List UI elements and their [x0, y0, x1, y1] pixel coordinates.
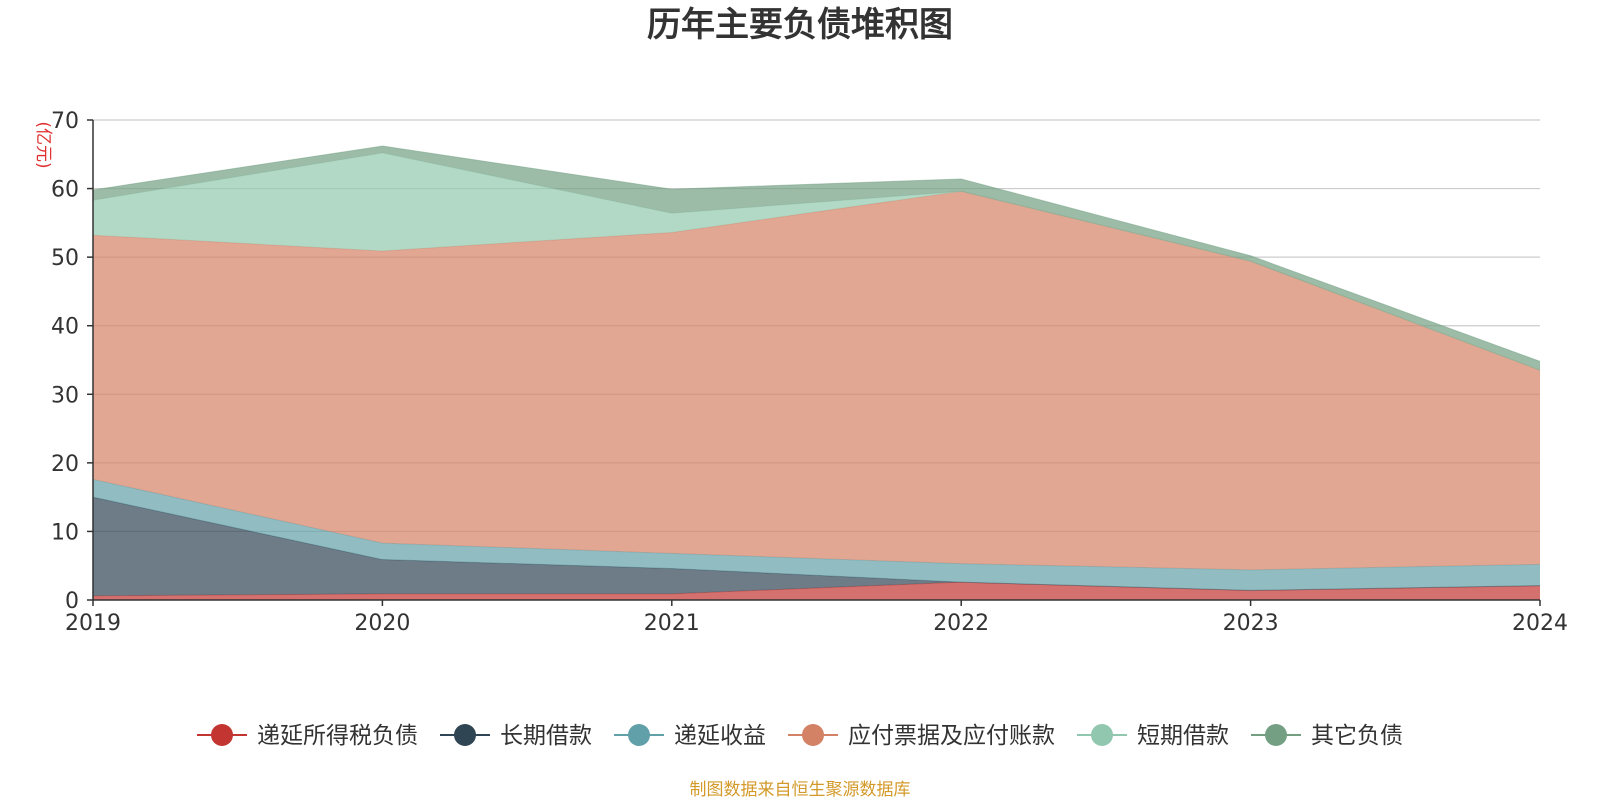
- x-tick-label: 2022: [933, 611, 989, 636]
- legend-marker: [1265, 724, 1287, 746]
- y-tick-label: 0: [65, 589, 79, 614]
- area-series-2: [93, 479, 1540, 591]
- legend-item-1[interactable]: 长期借款: [440, 723, 592, 749]
- legend-item-2[interactable]: 递延收益: [614, 723, 766, 749]
- x-tick-label: 2020: [354, 611, 410, 636]
- y-tick-label: 40: [51, 315, 79, 340]
- legend-label: 长期借款: [500, 723, 592, 749]
- legend-marker: [454, 724, 476, 746]
- y-tick-label: 70: [51, 109, 79, 134]
- x-tick-label: 2019: [65, 611, 121, 636]
- legend[interactable]: 递延所得税负债 长期借款 递延收益 应付票据及应付账款 短期借款 其它负债: [197, 723, 1403, 749]
- area-series-0: [93, 582, 1540, 600]
- area-series-1: [93, 497, 1540, 596]
- area-layer: [92, 145, 1541, 600]
- legend-label: 递延所得税负债: [257, 723, 418, 749]
- x-tick-label: 2021: [644, 611, 700, 636]
- x-tick-label: 2024: [1512, 611, 1568, 636]
- legend-marker: [1091, 724, 1113, 746]
- legend-marker: [211, 724, 233, 746]
- source-note: 制图数据来自恒生聚源数据库: [689, 780, 911, 800]
- legend-item-4[interactable]: 短期借款: [1077, 723, 1229, 749]
- legend-marker: [628, 724, 650, 746]
- y-tick-label: 60: [51, 178, 79, 203]
- x-tick-label: 2023: [1223, 611, 1279, 636]
- legend-item-5[interactable]: 其它负债: [1251, 723, 1403, 749]
- legend-item-0[interactable]: 递延所得税负债: [197, 723, 418, 749]
- axis-layer: 0 10 20 30 40 50 60 70 2019 2020 2021 2022 2023 2024 (…: [33, 109, 1568, 636]
- y-tick-label: 20: [51, 452, 79, 477]
- legend-item-3[interactable]: 应付票据及应付账款: [788, 723, 1055, 749]
- legend-label: 应付票据及应付账款: [848, 723, 1055, 749]
- legend-label: 短期借款: [1137, 723, 1229, 749]
- y-tick-label: 10: [51, 520, 79, 545]
- area-line-5: [92, 145, 1541, 362]
- legend-label: 递延收益: [674, 723, 766, 749]
- y-tick-label: 50: [51, 246, 79, 271]
- chart-title: 历年主要负债堆积图: [647, 5, 953, 45]
- area-series-4: [93, 152, 1540, 371]
- y-axis-label: (亿元): [33, 121, 53, 168]
- legend-label: 其它负债: [1311, 723, 1403, 749]
- legend-marker: [802, 724, 824, 746]
- y-tick-label: 30: [51, 383, 79, 408]
- area-series-3: [93, 191, 1540, 570]
